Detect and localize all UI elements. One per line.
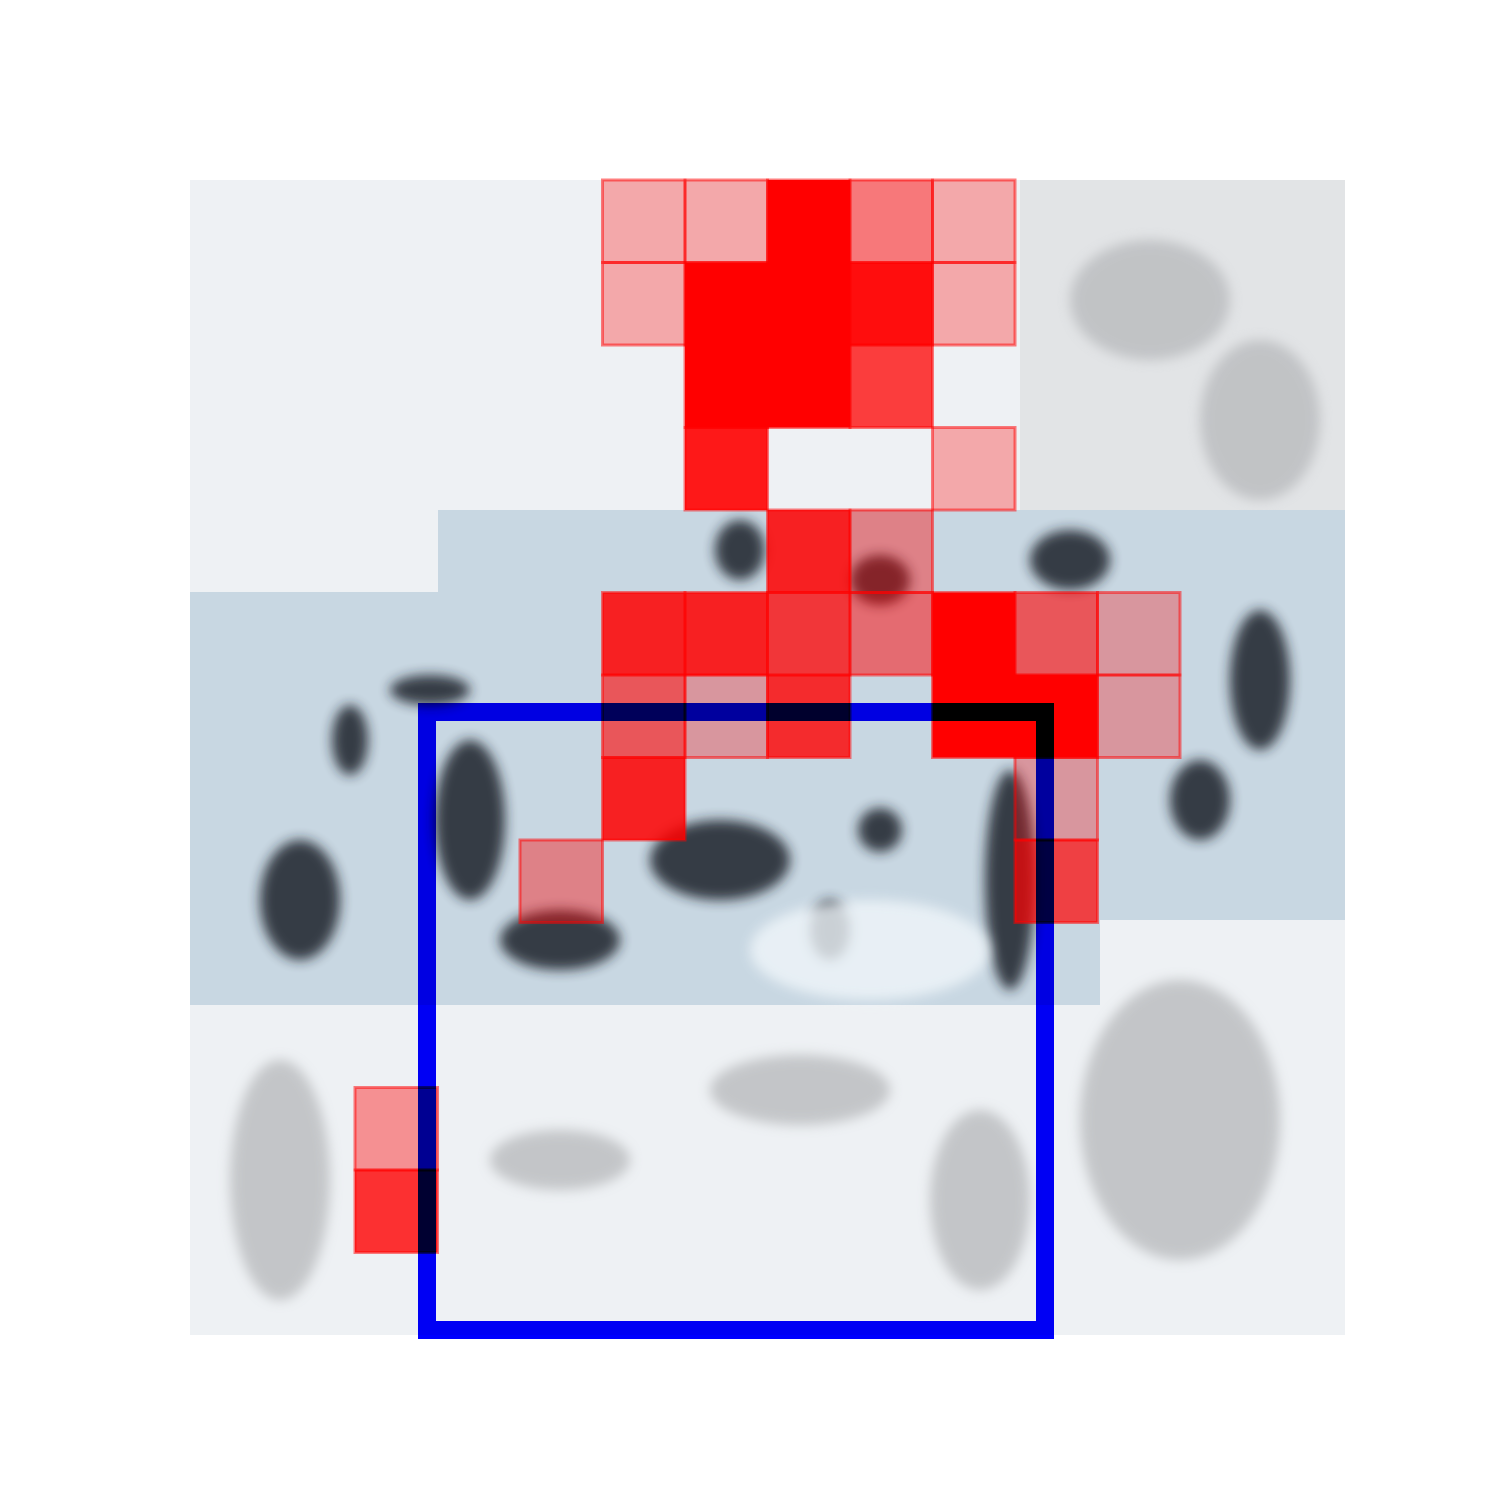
cell (1013, 756, 1099, 842)
cell (683, 178, 769, 264)
cell (931, 178, 1017, 264)
cell (848, 508, 934, 594)
attribution-cells (353, 178, 1182, 1254)
cell (766, 178, 852, 264)
cell (931, 261, 1017, 347)
cell (848, 591, 934, 677)
cell (601, 178, 687, 264)
bounding-box (418, 703, 1054, 1339)
cell (601, 756, 687, 842)
cell (931, 426, 1017, 512)
cell (766, 591, 852, 677)
cell (683, 591, 769, 677)
cell (601, 591, 687, 677)
cell (766, 343, 852, 429)
cell (1013, 838, 1099, 924)
cell (766, 508, 852, 594)
cell (683, 343, 769, 429)
cell (683, 426, 769, 512)
cell (848, 261, 934, 347)
cell (1096, 591, 1182, 677)
cell (518, 838, 604, 924)
cell (1096, 673, 1182, 759)
cell (1013, 591, 1099, 677)
cell (683, 261, 769, 347)
cell (931, 591, 1017, 677)
cell (766, 261, 852, 347)
cell (601, 261, 687, 347)
cell (848, 343, 934, 429)
cell (848, 178, 934, 264)
